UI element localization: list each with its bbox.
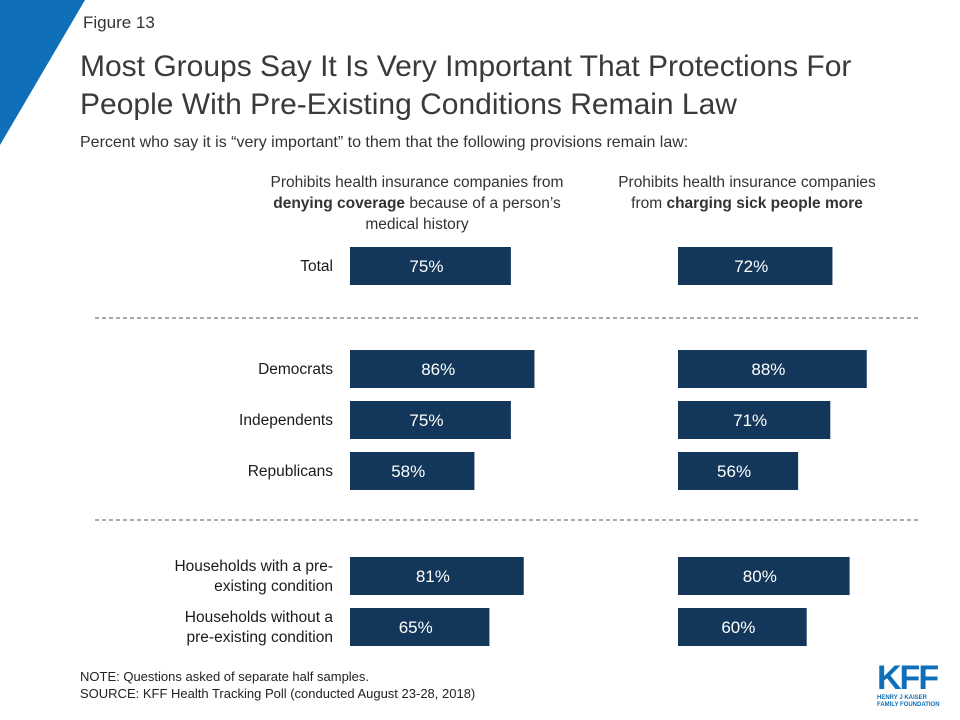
bar [350, 401, 511, 439]
bar [350, 557, 524, 595]
bar [678, 608, 807, 646]
bar [678, 452, 799, 490]
category-label: Independents [239, 412, 333, 429]
logo-mark: KFF [877, 659, 939, 697]
category-label: Total [300, 258, 333, 275]
column-header-emphasis: charging sick people more [666, 195, 863, 212]
bar [350, 608, 490, 646]
chart-title: Most Groups Say It Is Very Important Tha… [80, 50, 852, 121]
category-label: existing condition [214, 578, 333, 595]
category-label: Households with a pre- [174, 558, 333, 575]
note-text: NOTE: Questions asked of separate half s… [80, 669, 370, 684]
bar [678, 350, 867, 388]
bar-value-label: 60% [721, 618, 755, 637]
notes-block: NOTE: Questions asked of separate half s… [80, 668, 475, 702]
bar-value-label: 71% [733, 411, 767, 430]
bar-value-label: 65% [399, 618, 433, 637]
category-label: Democrats [258, 361, 333, 378]
bar [350, 452, 475, 490]
category-label: Republicans [248, 463, 334, 480]
column-header-text: Prohibits health insurance companies fro… [270, 174, 564, 191]
logo-subtext: HENRY J KAISER FAMILY FOUNDATION [877, 695, 940, 708]
bar-value-label: 86% [421, 360, 455, 379]
bar-value-label: 80% [743, 567, 777, 586]
bar-value-label: 81% [416, 567, 450, 586]
chart-subtitle: Percent who say it is “very important” t… [80, 134, 689, 151]
column-header-text: because of a person’s medical history [365, 195, 561, 233]
figure-label: Figure 13 [83, 13, 155, 32]
category-label: pre-existing condition [187, 629, 333, 646]
column-header-text: Prohibits health insurance companies fro… [618, 174, 876, 212]
column-header-charging-sick-people-more: Prohibits health insurance companies fro… [607, 172, 887, 214]
bar-value-label: 56% [717, 462, 751, 481]
bar-value-label: 75% [409, 257, 443, 276]
bar-value-label: 88% [751, 360, 785, 379]
bar [678, 247, 833, 285]
column-header-denying-coverage: Prohibits health insurance companies fro… [252, 172, 582, 235]
bar-value-label: 75% [409, 411, 443, 430]
bar [678, 401, 831, 439]
category-label: Households without a [185, 609, 334, 626]
bar [350, 350, 535, 388]
kff-logo: KFF HENRY J KAISER FAMILY FOUNDATION [877, 661, 943, 709]
bar-value-label: 72% [734, 257, 768, 276]
corner-accent-shape [0, 0, 85, 145]
bar-value-label: 58% [391, 462, 425, 481]
bar [678, 557, 850, 595]
column-header-emphasis: denying coverage [273, 195, 406, 212]
source-text: SOURCE: KFF Health Tracking Poll (conduc… [80, 686, 476, 701]
bar [350, 247, 511, 285]
